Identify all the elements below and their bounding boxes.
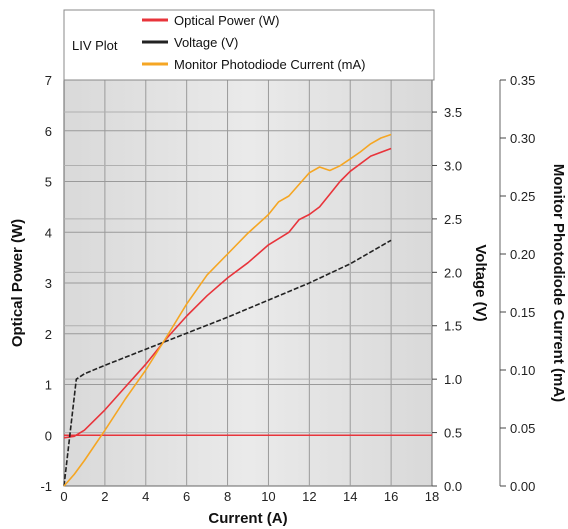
legend-entry-voltage: Voltage (V) xyxy=(174,35,238,50)
y-right2-tick-label: 0.30 xyxy=(510,131,535,146)
x-axis-title: Current (A) xyxy=(208,510,287,527)
y-right2-tick-label: 0.25 xyxy=(510,189,535,204)
y-left-tick-label: 2 xyxy=(45,327,52,342)
x-tick-label: 18 xyxy=(425,489,439,504)
y-left-tick-label: 5 xyxy=(45,175,52,190)
y-right2-tick-label: 0.05 xyxy=(510,421,535,436)
legend-box xyxy=(63,9,435,81)
tick-labels: 0 2 4 6 8 10 12 14 16 18-1012345670.00.51.01.52.0… xyxy=(40,73,535,504)
y-left-axis-title: Optical Power (W) xyxy=(9,219,26,347)
y-left-tick-label: 4 xyxy=(45,225,52,240)
x-tick-label: 4 xyxy=(142,489,149,504)
chart-title: LIV Plot xyxy=(72,38,118,53)
optical-power-line xyxy=(63,147,392,439)
y-left-tick-label: -1 xyxy=(40,479,52,494)
y-right2-tick-label: 0.35 xyxy=(510,73,535,88)
x-tick-label: 6 xyxy=(183,489,190,504)
y-right1-tick-label: 0.5 xyxy=(444,426,462,441)
y-left-tick-label: 1 xyxy=(45,378,52,393)
grid-lines xyxy=(64,80,432,486)
y-right1-tick-label: 1.0 xyxy=(444,372,462,387)
y-right2-tick-label: 0.20 xyxy=(510,247,535,262)
y-right1-tick-label: 1.5 xyxy=(444,319,462,334)
y-right2-tick-label: 0.15 xyxy=(510,305,535,320)
x-tick-label: 14 xyxy=(343,489,357,504)
y-right2-axis-title: Monitor Photodiode Current (mA) xyxy=(550,164,567,402)
y-right1-axis-title: Voltage (V) xyxy=(472,244,489,321)
x-tick-label: 16 xyxy=(384,489,398,504)
legend-entry-monitor-photodiode: Monitor Photodiode Current (mA) xyxy=(174,57,365,72)
y-left-tick-label: 0 xyxy=(45,428,52,443)
y-left-tick-label: 7 xyxy=(45,73,52,88)
y-right1-tick-label: 3.5 xyxy=(444,105,462,120)
x-tick-label: 12 xyxy=(302,489,316,504)
legend: Optical Power (W) Voltage (V) Monitor Phot… xyxy=(142,13,365,72)
series-lines xyxy=(63,133,392,487)
y-right1-tick-label: 0.0 xyxy=(444,479,462,494)
y-right2-tick-label: 0.10 xyxy=(510,363,535,378)
y-right2-tick-label: 0.00 xyxy=(510,479,535,494)
y-right1-tick-label: 3.0 xyxy=(444,158,462,173)
legend-entry-optical-power: Optical Power (W) xyxy=(174,13,279,28)
y-left-tick-label: 6 xyxy=(45,124,52,139)
voltage-line xyxy=(63,239,392,487)
x-tick-label: 8 xyxy=(224,489,231,504)
y-right1-tick-label: 2.5 xyxy=(444,212,462,227)
y-right1-tick-label: 2.0 xyxy=(444,265,462,280)
x-tick-label: 0 xyxy=(60,489,67,504)
monitor-photodiode-line xyxy=(63,133,392,487)
x-tick-label: 10 xyxy=(261,489,275,504)
x-tick-label: 2 xyxy=(101,489,108,504)
y-left-tick-label: 3 xyxy=(45,276,52,291)
